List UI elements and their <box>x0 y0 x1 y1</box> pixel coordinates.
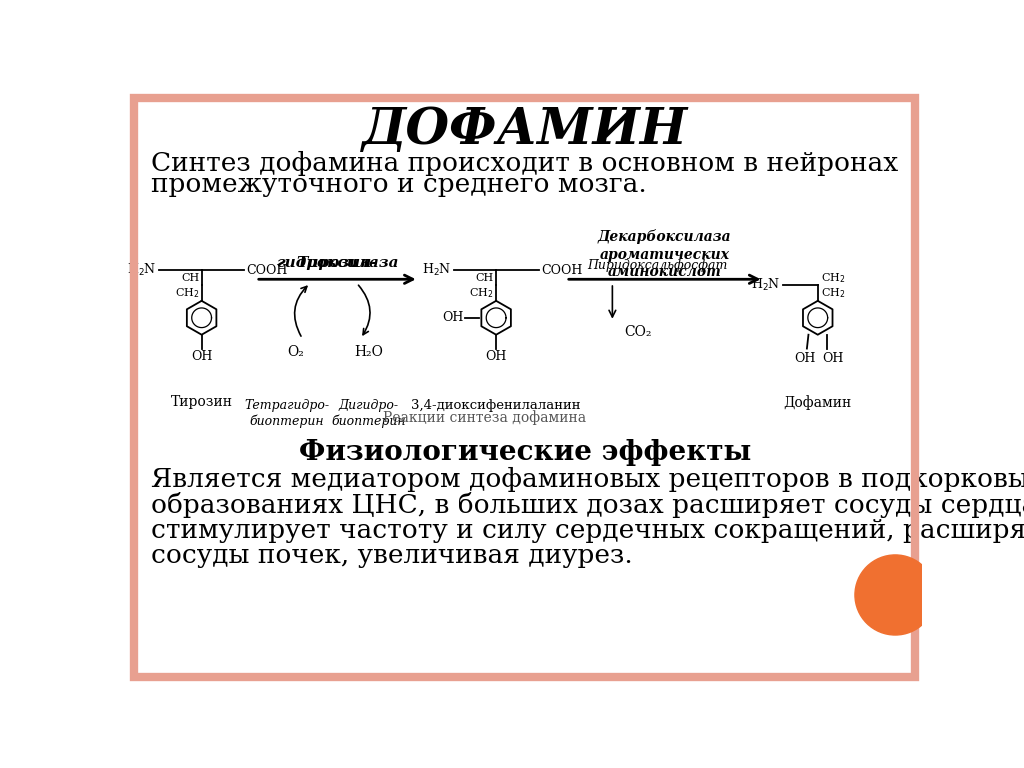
Text: CH$_2$: CH$_2$ <box>821 286 845 300</box>
Text: Физиологические эффекты: Физиологические эффекты <box>299 439 751 466</box>
Text: OH: OH <box>485 350 507 363</box>
Text: стимулирует частоту и силу сердечных сокращений, расширяет: стимулирует частоту и силу сердечных сок… <box>152 518 1024 543</box>
Circle shape <box>855 555 936 635</box>
Text: Синтез дофамина происходит в основном в нейронах: Синтез дофамина происходит в основном в … <box>152 151 898 177</box>
Text: OH: OH <box>822 352 844 365</box>
Text: CH$_2$: CH$_2$ <box>821 271 845 285</box>
Text: H$_2$N: H$_2$N <box>422 262 452 278</box>
Text: Декарбоксилаза
ароматических
аминокислот: Декарбоксилаза ароматических аминокислот <box>598 229 731 279</box>
Text: COOH: COOH <box>541 263 583 276</box>
Text: OH: OH <box>794 352 815 365</box>
Text: H$_2$N: H$_2$N <box>127 262 157 278</box>
Text: Тирозин-: Тирозин- <box>296 256 378 270</box>
Text: ДОФАМИН: ДОФАМИН <box>361 106 688 155</box>
Text: H$_2$N: H$_2$N <box>752 277 780 293</box>
Text: COOH: COOH <box>247 263 288 276</box>
Text: 3,4-диоксифенилаланин: 3,4-диоксифенилаланин <box>412 399 581 412</box>
Text: CH$_2$: CH$_2$ <box>469 286 494 300</box>
Text: OH: OH <box>442 311 464 324</box>
Text: Дигидро-
биоптерин: Дигидро- биоптерин <box>331 399 406 429</box>
Text: Тетрагидро-
биоптерин: Тетрагидро- биоптерин <box>245 399 330 429</box>
Text: CH: CH <box>475 273 494 283</box>
Text: OH: OH <box>190 350 212 363</box>
Text: CO₂: CO₂ <box>624 326 651 339</box>
Text: гидроксилаза: гидроксилаза <box>276 240 398 270</box>
Text: O₂: O₂ <box>288 345 304 359</box>
Text: CH$_2$: CH$_2$ <box>175 286 200 300</box>
Text: Пиридоксальфосфат: Пиридоксальфосфат <box>587 259 727 272</box>
Text: CH: CH <box>181 273 200 283</box>
Text: промежуточного и среднего мозга.: промежуточного и среднего мозга. <box>152 172 647 197</box>
Text: Дофамин: Дофамин <box>783 395 852 409</box>
Text: H₂O: H₂O <box>354 345 383 359</box>
Text: Является медиатором дофаминовых рецепторов в подкорковых: Является медиатором дофаминовых рецептор… <box>152 467 1024 492</box>
Text: Тирозин: Тирозин <box>171 395 232 409</box>
Text: Реакции синтеза дофамина: Реакции синтеза дофамина <box>383 410 586 425</box>
Text: образованиях ЦНС, в больших дозах расширяет сосуды сердца,: образованиях ЦНС, в больших дозах расшир… <box>152 492 1024 518</box>
Text: сосуды почек, увеличивая диурез.: сосуды почек, увеличивая диурез. <box>152 543 633 568</box>
